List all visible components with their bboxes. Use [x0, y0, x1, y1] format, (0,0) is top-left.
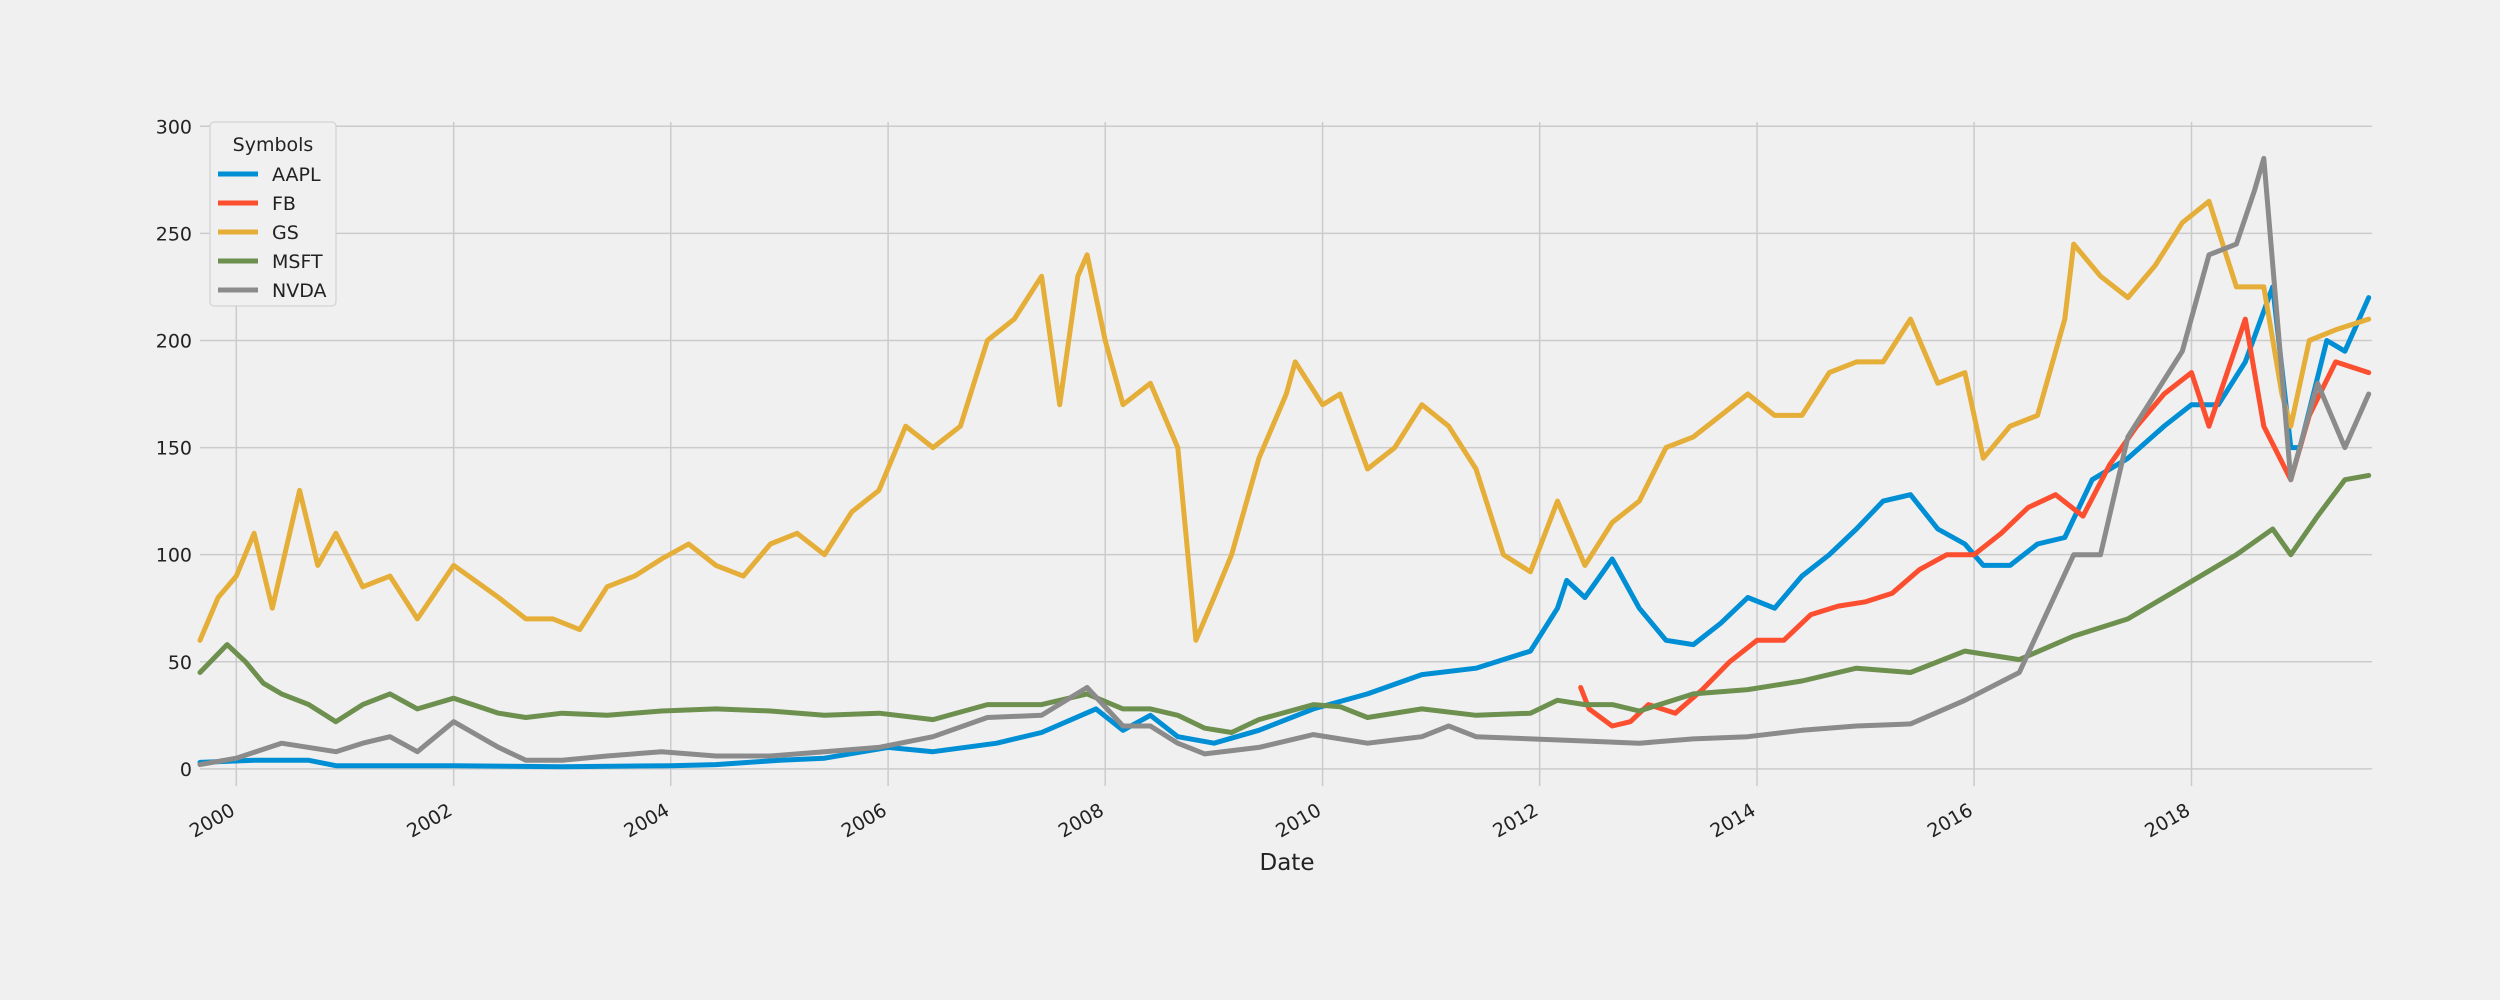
- y-tick-label: 0: [180, 759, 192, 781]
- y-tick-label: 300: [156, 116, 192, 138]
- y-tick-label: 100: [156, 545, 192, 567]
- y-tick-label: 50: [168, 652, 192, 674]
- legend-label-fb: FB: [272, 193, 296, 215]
- series-lines: [197, 155, 2372, 770]
- series-line-msft: [197, 472, 2372, 735]
- y-tick-label: 150: [156, 438, 192, 460]
- legend-label-aapl: AAPL: [272, 164, 321, 186]
- legend: Symbols AAPL FB GS MSFT NVDA: [209, 121, 337, 307]
- x-axis-label: Date: [1260, 850, 1315, 876]
- legend-items: AAPL FB GS MSFT NVDA: [218, 164, 327, 302]
- legend-label-msft: MSFT: [272, 251, 323, 273]
- legend-label-gs: GS: [272, 222, 299, 244]
- y-axis-ticks: 0 50 100 150 200 250 300: [156, 116, 192, 781]
- series-line-fb: [1578, 316, 2372, 729]
- grid: [200, 122, 2372, 786]
- y-tick-label: 200: [156, 330, 192, 352]
- y-tick-label: 250: [156, 223, 192, 245]
- legend-title: Symbols: [233, 134, 314, 156]
- legend-label-nvda: NVDA: [272, 280, 327, 302]
- series-line-aapl: [197, 284, 2372, 770]
- series-line-nvda: [197, 155, 2372, 768]
- series-line-gs: [197, 198, 2372, 643]
